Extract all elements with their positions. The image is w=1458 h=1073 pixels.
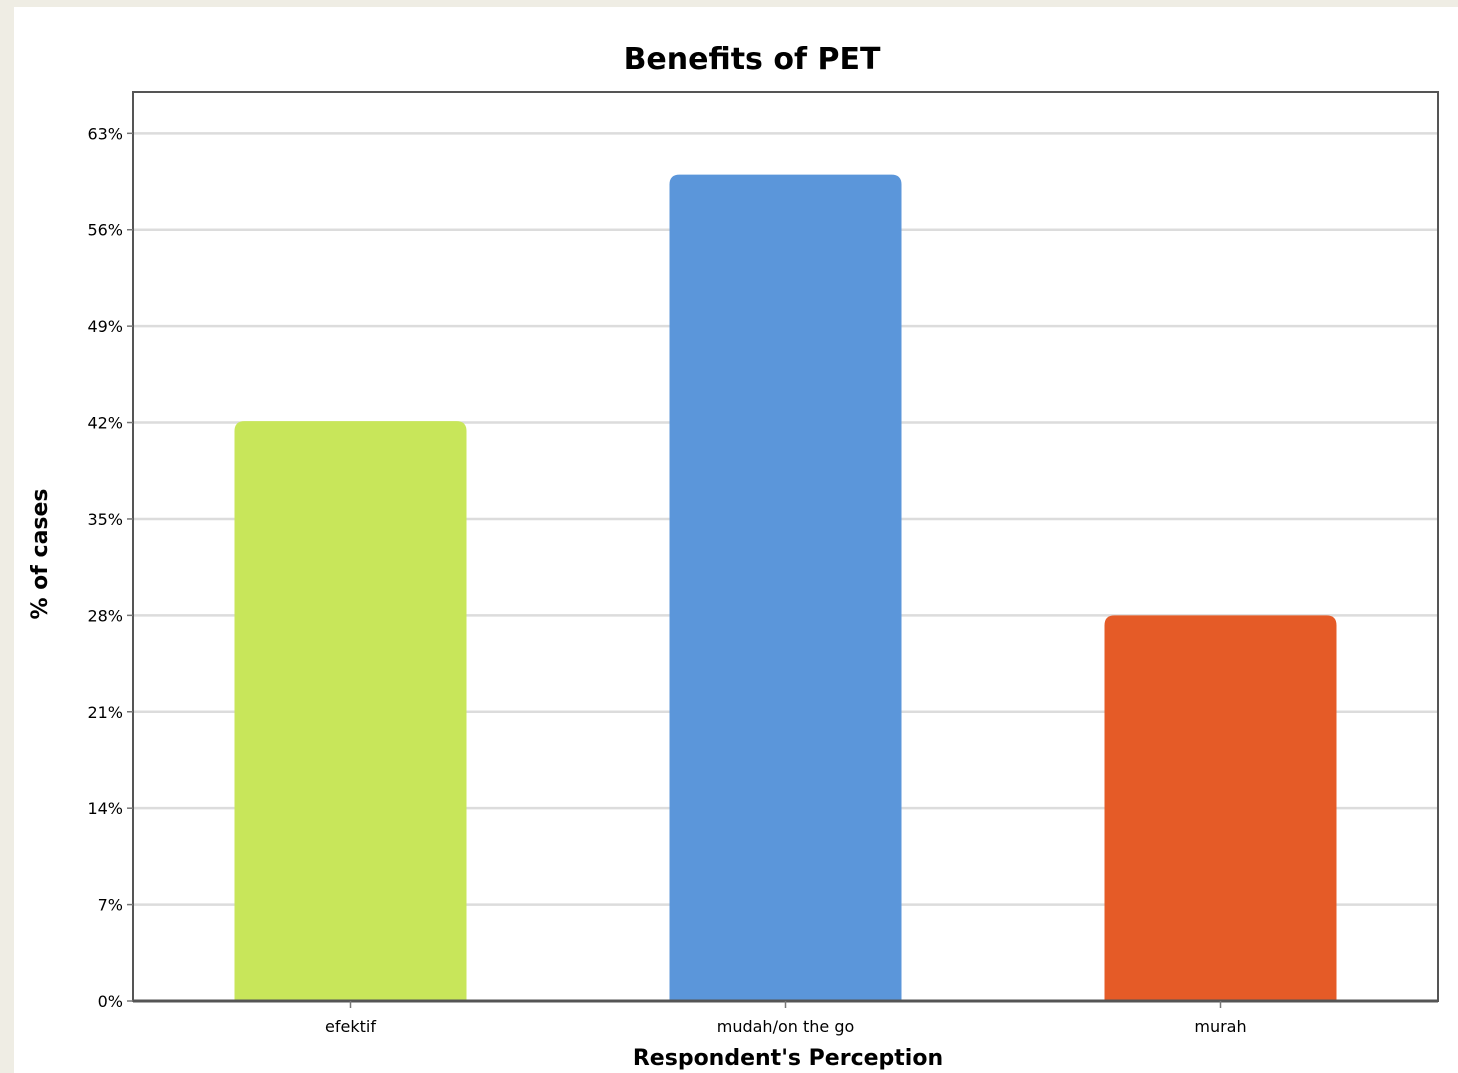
x-axis-title: Respondent's Perception — [633, 1046, 943, 1071]
y-tick-label: 49% — [87, 317, 123, 336]
bars — [234, 174, 1337, 1002]
bar-efektif — [234, 421, 467, 1001]
y-tick-label: 7% — [98, 896, 123, 915]
x-tick-label: murah — [1194, 1017, 1246, 1036]
y-tick-label: 14% — [87, 799, 123, 818]
bar-murah — [1104, 615, 1337, 1001]
y-tick-label: 0% — [98, 992, 123, 1011]
chart-title: Benefits of PET — [624, 42, 881, 77]
x-tick-label: efektif — [325, 1017, 376, 1036]
chart-frame: 0% 7% 14% 21% 28% 35% 42% 49% 56% 63% efektif muda… — [14, 7, 1458, 1073]
y-tick-label: 56% — [87, 221, 123, 240]
bar-mudah-on-the-go — [669, 174, 902, 1002]
y-tick-label: 28% — [87, 606, 123, 625]
y-tick-label: 21% — [87, 703, 123, 722]
y-tick-label: 63% — [87, 124, 123, 143]
y-tick-label: 42% — [87, 414, 123, 433]
y-axis-title: % of cases — [28, 488, 53, 619]
x-axis-ticks: efektif mudah/on the go murah — [325, 1001, 1247, 1036]
y-tick-label: 35% — [87, 510, 123, 529]
x-tick-label: mudah/on the go — [717, 1017, 855, 1036]
bar-chart: 0% 7% 14% 21% 28% 35% 42% 49% 56% 63% efektif muda… — [28, 42, 1439, 1071]
y-axis-ticks: 0% 7% 14% 21% 28% 35% 42% 49% 56% 63% — [87, 124, 133, 1011]
